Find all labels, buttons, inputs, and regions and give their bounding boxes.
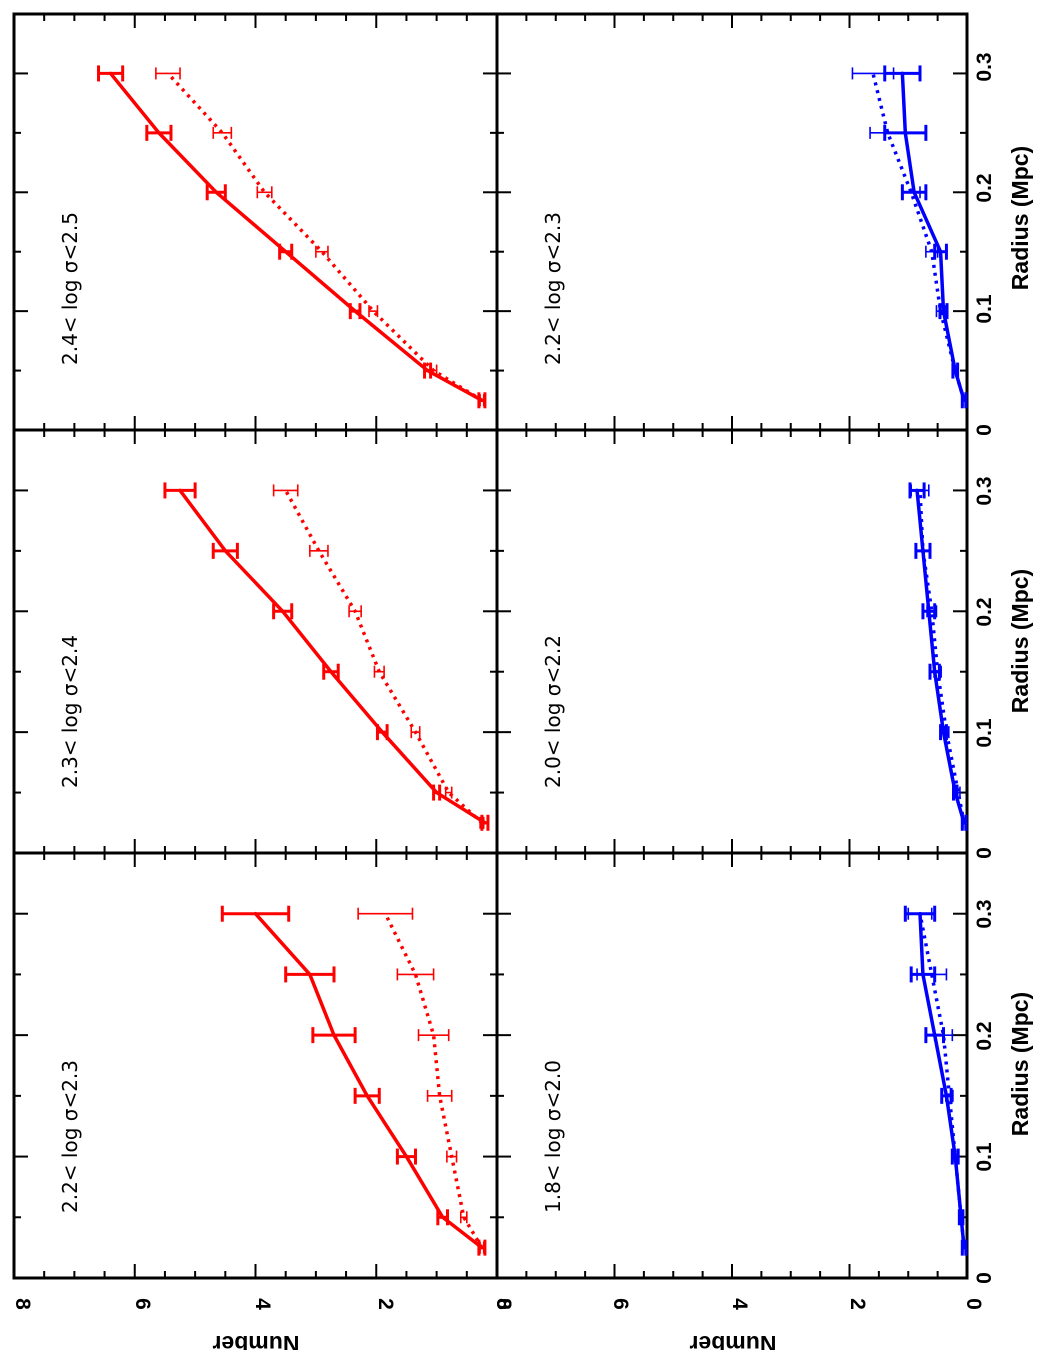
- panel-label: 1.8< log σ<2.0: [541, 1060, 565, 1213]
- x-tick-c2-0.1: 0.1: [973, 718, 996, 748]
- series-line-solid: [900, 71, 966, 403]
- x-tick-c1-0.2: 0.2: [973, 1021, 996, 1050]
- x-tick-c2-0.2: 0.2: [973, 597, 996, 626]
- y-tick-top-0: 0: [492, 1298, 515, 1310]
- x-tick-c2-0.3: 0.3: [973, 476, 996, 505]
- series-line-solid: [108, 71, 484, 403]
- panel-6: 2.2< log σ<2.3: [495, 12, 969, 432]
- panel-frame: [495, 428, 969, 855]
- series-line-dotted: [166, 72, 483, 402]
- panel-frame: [495, 851, 969, 1280]
- x-tick-c3-0.2: 0.2: [973, 173, 996, 202]
- y-tick-bottom-6: 6: [609, 1298, 632, 1310]
- panel-4: 1.8< log σ<2.0: [495, 851, 969, 1280]
- series-line-solid: [918, 911, 966, 1250]
- panel-label: 2.0< log σ<2.2: [541, 635, 565, 788]
- y-tick-top-4: 4: [251, 1298, 274, 1310]
- y-tick-top-8: 8: [11, 1298, 34, 1310]
- panel-5: 2.0< log σ<2.2: [495, 428, 969, 855]
- x-tick-c3-0: 0: [973, 424, 996, 436]
- x-tick-c3-0.3: 0.3: [973, 52, 996, 81]
- panel-label: 2.2< log σ<2.3: [541, 212, 565, 365]
- y-tick-bottom-4: 4: [728, 1298, 751, 1310]
- y-axis-title-top: Number: [213, 1331, 300, 1350]
- y-tick-bottom-0: 0: [962, 1298, 985, 1310]
- panel-label: 2.2< log σ<2.3: [58, 1060, 82, 1213]
- x-tick-labels: 0 0.1 0.2 0.3 0 0.1 0.2 0.3 0 0.1 0.2 0.…: [973, 52, 996, 1283]
- x-axis-title-col1: Radius (Mpc): [1007, 992, 1033, 1136]
- x-tick-c1-0: 0: [973, 1272, 996, 1284]
- x-axis-title-col3: Radius (Mpc): [1007, 146, 1033, 290]
- x-tick-c1-0.1: 0.1: [973, 1142, 996, 1172]
- panel-1: 2.2< log σ<2.3: [12, 851, 499, 1280]
- panel-frame: [12, 851, 499, 1280]
- y-tick-bottom-8: 8: [492, 1298, 515, 1310]
- panel-2: 2.3< log σ<2.4: [12, 428, 499, 855]
- series-line-dotted: [383, 912, 484, 1249]
- series-line-dotted: [918, 490, 966, 824]
- y-tick-top-2: 2: [374, 1298, 397, 1310]
- panel-label: 2.3< log σ<2.4: [58, 635, 82, 788]
- x-axis-title-col2: Radius (Mpc): [1007, 569, 1033, 713]
- panel-frame: [495, 12, 969, 432]
- series-line-dotted: [284, 489, 484, 825]
- y-tick-top-6: 6: [131, 1298, 154, 1310]
- x-tick-c3-0.1: 0.1: [973, 294, 996, 324]
- panels: 2.2< log σ<2.3 2.3< log σ<2.4 2.4< log σ<2…: [12, 12, 969, 1280]
- panel-label: 2.4< log σ<2.5: [58, 212, 82, 365]
- y-tick-labels: 0 2 4 6 8 0 2 4 6 8: [11, 1298, 985, 1310]
- series-line-dotted: [871, 73, 966, 401]
- x-tick-c2-0: 0: [973, 847, 996, 859]
- panel-3: 2.4< log σ<2.5: [12, 12, 499, 432]
- x-tick-c1-0.3: 0.3: [973, 899, 996, 928]
- panel-frame: [12, 428, 499, 855]
- y-axis-title-bottom: Number: [690, 1331, 777, 1350]
- series-line-solid: [253, 911, 484, 1250]
- series-line-solid: [915, 488, 966, 825]
- y-tick-bottom-2: 2: [846, 1298, 869, 1310]
